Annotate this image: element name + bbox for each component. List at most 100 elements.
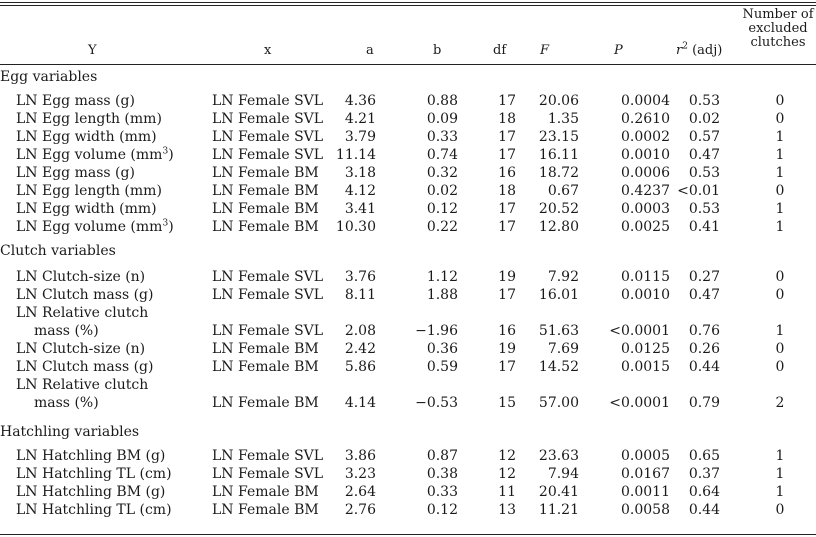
cell-x: LN Female BM — [212, 183, 319, 199]
header-excluded-line3: clutches — [750, 35, 806, 50]
section-header-clutch: Clutch variables — [0, 242, 816, 260]
section-header-hatchling: Hatchling variables — [0, 423, 816, 441]
cell-excluded: 1 — [775, 147, 785, 163]
cell-x: LN Female BM — [212, 484, 319, 500]
table-row: LN Relative clutch mass (%) LN Female SVL 2… — [0, 304, 816, 340]
cell-f: 7.92 — [547, 269, 579, 285]
cell-f: 11.21 — [538, 502, 579, 518]
table-row: LN Egg volume (mm3) LN Female SVL 11.14 0.7… — [0, 146, 816, 164]
cell-y-text: LN Egg volume (mm — [16, 147, 163, 163]
cell-df: 15 — [498, 395, 516, 411]
cell-df: 16 — [498, 323, 516, 339]
table-row: LN Clutch-size (n) LN Female SVL 3.76 1.12 1… — [0, 268, 816, 286]
cell-y-text: LN Egg volume (mm — [16, 219, 163, 235]
cell-b: 0.33 — [426, 129, 458, 145]
section-header-egg: Egg variables — [0, 68, 816, 86]
cell-a: 3.86 — [344, 448, 376, 464]
cell-f: 7.94 — [547, 466, 579, 482]
cell-excluded: 0 — [775, 183, 785, 199]
cell-y-end: ) — [168, 147, 174, 163]
cell-f: 23.63 — [538, 448, 579, 464]
cell-excluded: 1 — [775, 129, 785, 145]
cell-df: 12 — [498, 466, 516, 482]
cell-a: 4.12 — [344, 183, 376, 199]
cell-y: LN Egg width (mm) — [16, 128, 157, 146]
cell-a: 3.23 — [344, 466, 376, 482]
cell-p: 0.0015 — [621, 359, 670, 375]
table-row: LN Egg mass (g) LN Female SVL 4.36 0.88 17 20… — [0, 92, 816, 110]
cell-y: LN Clutch mass (g) — [16, 358, 153, 376]
table-row: LN Hatchling TL (cm) LN Female SVL 3.23 0.3… — [0, 465, 816, 483]
cell-f: 12.80 — [538, 219, 579, 235]
cell-x: LN Female BM — [212, 395, 319, 411]
cell-b: 1.88 — [426, 287, 458, 303]
cell-y-text: LN Clutch mass (g) — [16, 287, 154, 303]
section-title: Clutch variables — [0, 243, 116, 259]
cell-excluded: 0 — [775, 93, 785, 109]
cell-y: LN Egg width (mm) — [16, 200, 157, 218]
cell-excluded: 0 — [775, 359, 785, 375]
table-row: LN Egg volume (mm3) LN Female BM 10.30 0.22… — [0, 218, 816, 236]
header-a: a — [366, 43, 374, 58]
cell-x: LN Female SVL — [212, 129, 324, 145]
cell-y: LN Relative clutch — [16, 304, 148, 322]
cell-r2: 0.27 — [688, 269, 720, 285]
cell-b: 0.87 — [426, 448, 458, 464]
cell-r2: 0.79 — [688, 395, 720, 411]
cell-r2: 0.47 — [688, 287, 720, 303]
cell-x: LN Female BM — [212, 201, 319, 217]
cell-y: LN Hatchling TL (cm) — [16, 501, 172, 519]
header-r2-sup: 2 — [682, 41, 688, 52]
cell-a: 3.41 — [344, 201, 376, 217]
header-rule — [0, 64, 816, 65]
section-title: Egg variables — [0, 69, 98, 85]
table-row: LN Clutch mass (g) LN Female BM 5.86 0.59 17… — [0, 358, 816, 376]
cell-p: 0.2610 — [621, 111, 670, 127]
cell-excluded: 0 — [775, 111, 785, 127]
cell-y-text: LN Relative clutch — [16, 305, 149, 321]
header-excluded: Number of excluded clutches — [738, 8, 816, 50]
cell-excluded: 0 — [775, 269, 785, 285]
cell-a: 2.76 — [344, 502, 376, 518]
cell-b: 0.09 — [426, 111, 458, 127]
cell-excluded: 1 — [775, 323, 785, 339]
cell-y-text: LN Relative clutch — [16, 377, 149, 393]
section-title: Hatchling variables — [0, 424, 140, 440]
cell-excluded: 1 — [775, 466, 785, 482]
cell-p: 0.0003 — [621, 201, 670, 217]
cell-f: 18.72 — [538, 165, 579, 181]
cell-y-end: ) — [168, 219, 174, 235]
cell-y: LN Egg volume (mm3) — [16, 146, 174, 164]
cell-excluded: 0 — [775, 287, 785, 303]
top-rule-double — [0, 5, 816, 6]
cell-r2: 0.64 — [688, 484, 720, 500]
cell-df: 17 — [498, 93, 516, 109]
cell-y-sup: 3 — [162, 146, 169, 157]
cell-r2: 0.53 — [688, 201, 720, 217]
cell-p: 0.0115 — [621, 269, 670, 285]
cell-excluded: 2 — [775, 395, 785, 411]
cell-f: 1.35 — [547, 111, 579, 127]
cell-y-text: LN Hatchling BM (g) — [16, 484, 166, 500]
cell-df: 17 — [498, 287, 516, 303]
cell-excluded: 1 — [775, 219, 785, 235]
cell-y-text: LN Clutch-size (n) — [16, 269, 146, 285]
cell-x: LN Female SVL — [212, 287, 324, 303]
table-row: LN Clutch-size (n) LN Female BM 2.42 0.36 19… — [0, 340, 816, 358]
cell-b: 0.74 — [426, 147, 458, 163]
header-excluded-line1: Number of — [742, 7, 814, 22]
cell-y-text: LN Clutch-size (n) — [16, 341, 146, 357]
cell-b: 0.38 — [426, 466, 458, 482]
cell-y: LN Hatchling BM (g) — [16, 447, 165, 465]
cell-y: LN Egg mass (g) — [16, 92, 135, 110]
cell-y: LN Clutch-size (n) — [16, 268, 145, 286]
cell-p: 0.0002 — [621, 129, 670, 145]
cell-b: 0.12 — [426, 502, 458, 518]
header-r2-suffix: (adj) — [687, 43, 723, 58]
cell-y-text: LN Egg mass (g) — [16, 93, 135, 109]
cell-p: 0.0058 — [621, 502, 670, 518]
header-excluded-line2: excluded — [748, 21, 808, 36]
cell-excluded: 0 — [775, 341, 785, 357]
cell-x: LN Female SVL — [212, 269, 324, 285]
